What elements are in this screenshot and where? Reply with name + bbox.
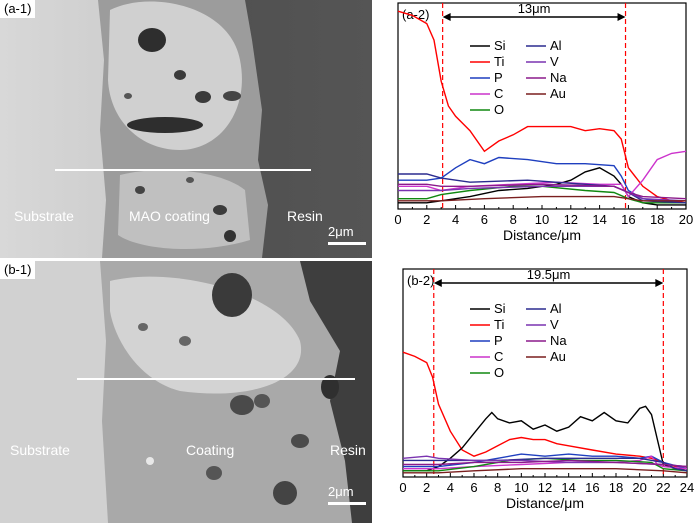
legend-entry: P [494,70,503,85]
x-tick-label: 14 [592,212,606,227]
x-tick-label: 16 [585,480,599,495]
linescan-chart-a-svg: (a-2) 0 2 4 6 8 10 12 14 16 18 20 Distance/μm 13μm SiT… [394,1,693,243]
series-line-au [398,195,686,202]
legend-entry: Au [550,349,566,364]
x-tick-label: 6 [470,480,477,495]
region-label-coating-b: Coating [186,442,235,458]
span-arrow-head-right [617,13,626,21]
panel-label-b1: (b-1) [0,261,36,279]
x-tick-label: 20 [679,212,693,227]
x-tick-label: 18 [609,480,623,495]
span-arrow-head-left [442,13,451,21]
sem-image-a: (a-1) Substrate MAO coating Resin 2μm [0,0,372,258]
legend-entry: O [494,365,504,380]
series-line-v [398,185,687,202]
x-axis-label: Distance/μm [503,227,581,243]
legend-entry: Si [494,38,506,53]
x-tick-label: 12 [564,212,578,227]
series-line-na [403,459,688,468]
x-tick-label: 10 [514,480,528,495]
x-tick-label: 2 [423,212,430,227]
legend-entry: P [494,333,503,348]
series-line-na [398,183,687,200]
region-label-coating-a: MAO coating [129,208,210,224]
sem-micrograph-b [0,261,372,523]
x-tick-label: 0 [399,480,406,495]
x-tick-label: 20 [632,480,646,495]
linescan-chart-a: (a-2) 0 2 4 6 8 10 12 14 16 18 20 Distance/μm 13μm Si T… [378,0,700,260]
x-tick-label: 12 [538,480,552,495]
linescan-chart-b: (b-2) 0 2 4 6 8 10 12 14 16 18 20 22 24 Distance/μm 19.… [378,265,700,523]
region-label-substrate-a: Substrate [14,208,74,224]
x-tick-label: 10 [535,212,549,227]
legend-entry: Au [550,86,566,101]
series-line-au [403,467,688,474]
legend-entry: C [494,349,503,364]
x-tick-label: 6 [481,212,488,227]
x-tick-label: 8 [510,212,517,227]
x-tick-label: 4 [452,212,459,227]
legend-entry: Ti [494,317,504,332]
plot-frame [402,268,688,478]
series-line-al [398,173,687,204]
x-tick-label: 2 [423,480,430,495]
legend-entry: V [550,54,559,69]
x-tick-label: 8 [494,480,501,495]
x-tick-label: 14 [561,480,575,495]
span-arrow-head-right [655,279,664,287]
x-tick-label: 16 [621,212,635,227]
linescan-chart-b-svg: (b-2)0 2 4 6 8 10 12 14 16 18 20 22 24Distance/μm19.… [399,267,694,511]
scale-bar-a [328,242,366,245]
legend-entry: Na [550,70,567,85]
x-tick-label: 22 [656,480,670,495]
region-label-substrate-b: Substrate [10,442,70,458]
x-axis-label: Distance/μm [506,495,584,511]
scale-bar-b [328,502,366,505]
x-tick-label: 0 [394,212,401,227]
panel-label: (b-2) [407,273,434,288]
scale-bar-label-a: 2μm [328,224,354,239]
legend-entry: C [494,86,503,101]
x-tick-label: 18 [650,212,664,227]
span-arrow-head-left [433,279,442,287]
span-label: 19.5μm [527,267,571,282]
x-tick-label: 4 [447,480,454,495]
region-label-resin-b: Resin [330,442,366,458]
series-line-si [403,405,687,472]
legend-entry: O [494,102,504,117]
legend-entry: V [550,317,559,332]
series-line-o [403,457,688,472]
region-label-resin-a: Resin [287,208,323,224]
panel-label-a1: (a-1) [0,0,36,18]
panel-label: (a-2) [402,7,429,22]
legend-entry: Na [550,333,567,348]
legend-entry: Al [550,38,562,53]
sem-micrograph-a [0,0,372,258]
span-label: 13μm [518,1,551,16]
sem-image-b: (b-1) Substrate Coating Resin 2μm [0,261,372,523]
legend-entry: Ti [494,54,504,69]
scale-bar-label-b: 2μm [328,484,354,499]
series-line-ti [397,10,687,204]
legend-entry: Al [550,301,562,316]
legend-entry: Si [494,301,506,316]
x-tick-label: 24 [680,480,694,495]
